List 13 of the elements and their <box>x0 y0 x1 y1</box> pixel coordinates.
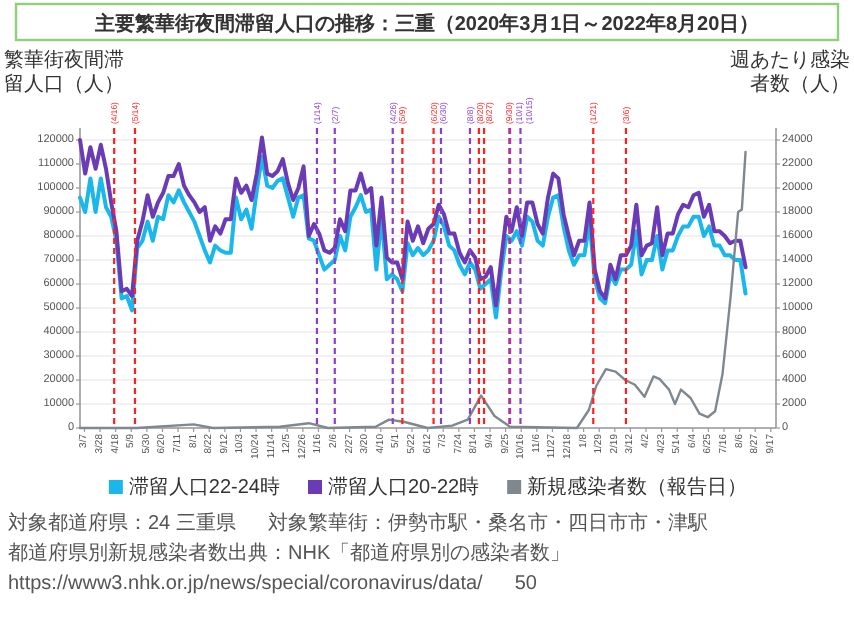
text: 都道府県別新規感染者数出典：NHK「都道府県別の感染者数」 <box>8 541 571 565</box>
legend-label: 新規感染者数（報告日） <box>527 475 748 499</box>
text: https://www3.nhk.or.jp/news/special/coronavirus/data/ <box>8 573 484 595</box>
legend-label: 滞留人口20-22時 <box>328 475 480 499</box>
y-axis-title: 繁華街夜間滞留人口（人） <box>4 48 124 96</box>
line-series <box>78 135 748 308</box>
text: 対象都道府県：24 三重県 <box>8 511 236 535</box>
y2-axis-title: 週あたり感染者数（人） <box>730 48 850 96</box>
text: 対象繁華街：伊勢市駅・桑名市・四日市市・津駅 <box>267 511 708 535</box>
line-series <box>78 154 748 320</box>
text: 50 <box>514 573 538 595</box>
legend-label: 滞留人口22-24時 <box>128 475 280 499</box>
chart-title: 主要繁華街夜間滞留人口の推移：三重（2020年3月1日～2022年8月20日） <box>92 12 760 36</box>
